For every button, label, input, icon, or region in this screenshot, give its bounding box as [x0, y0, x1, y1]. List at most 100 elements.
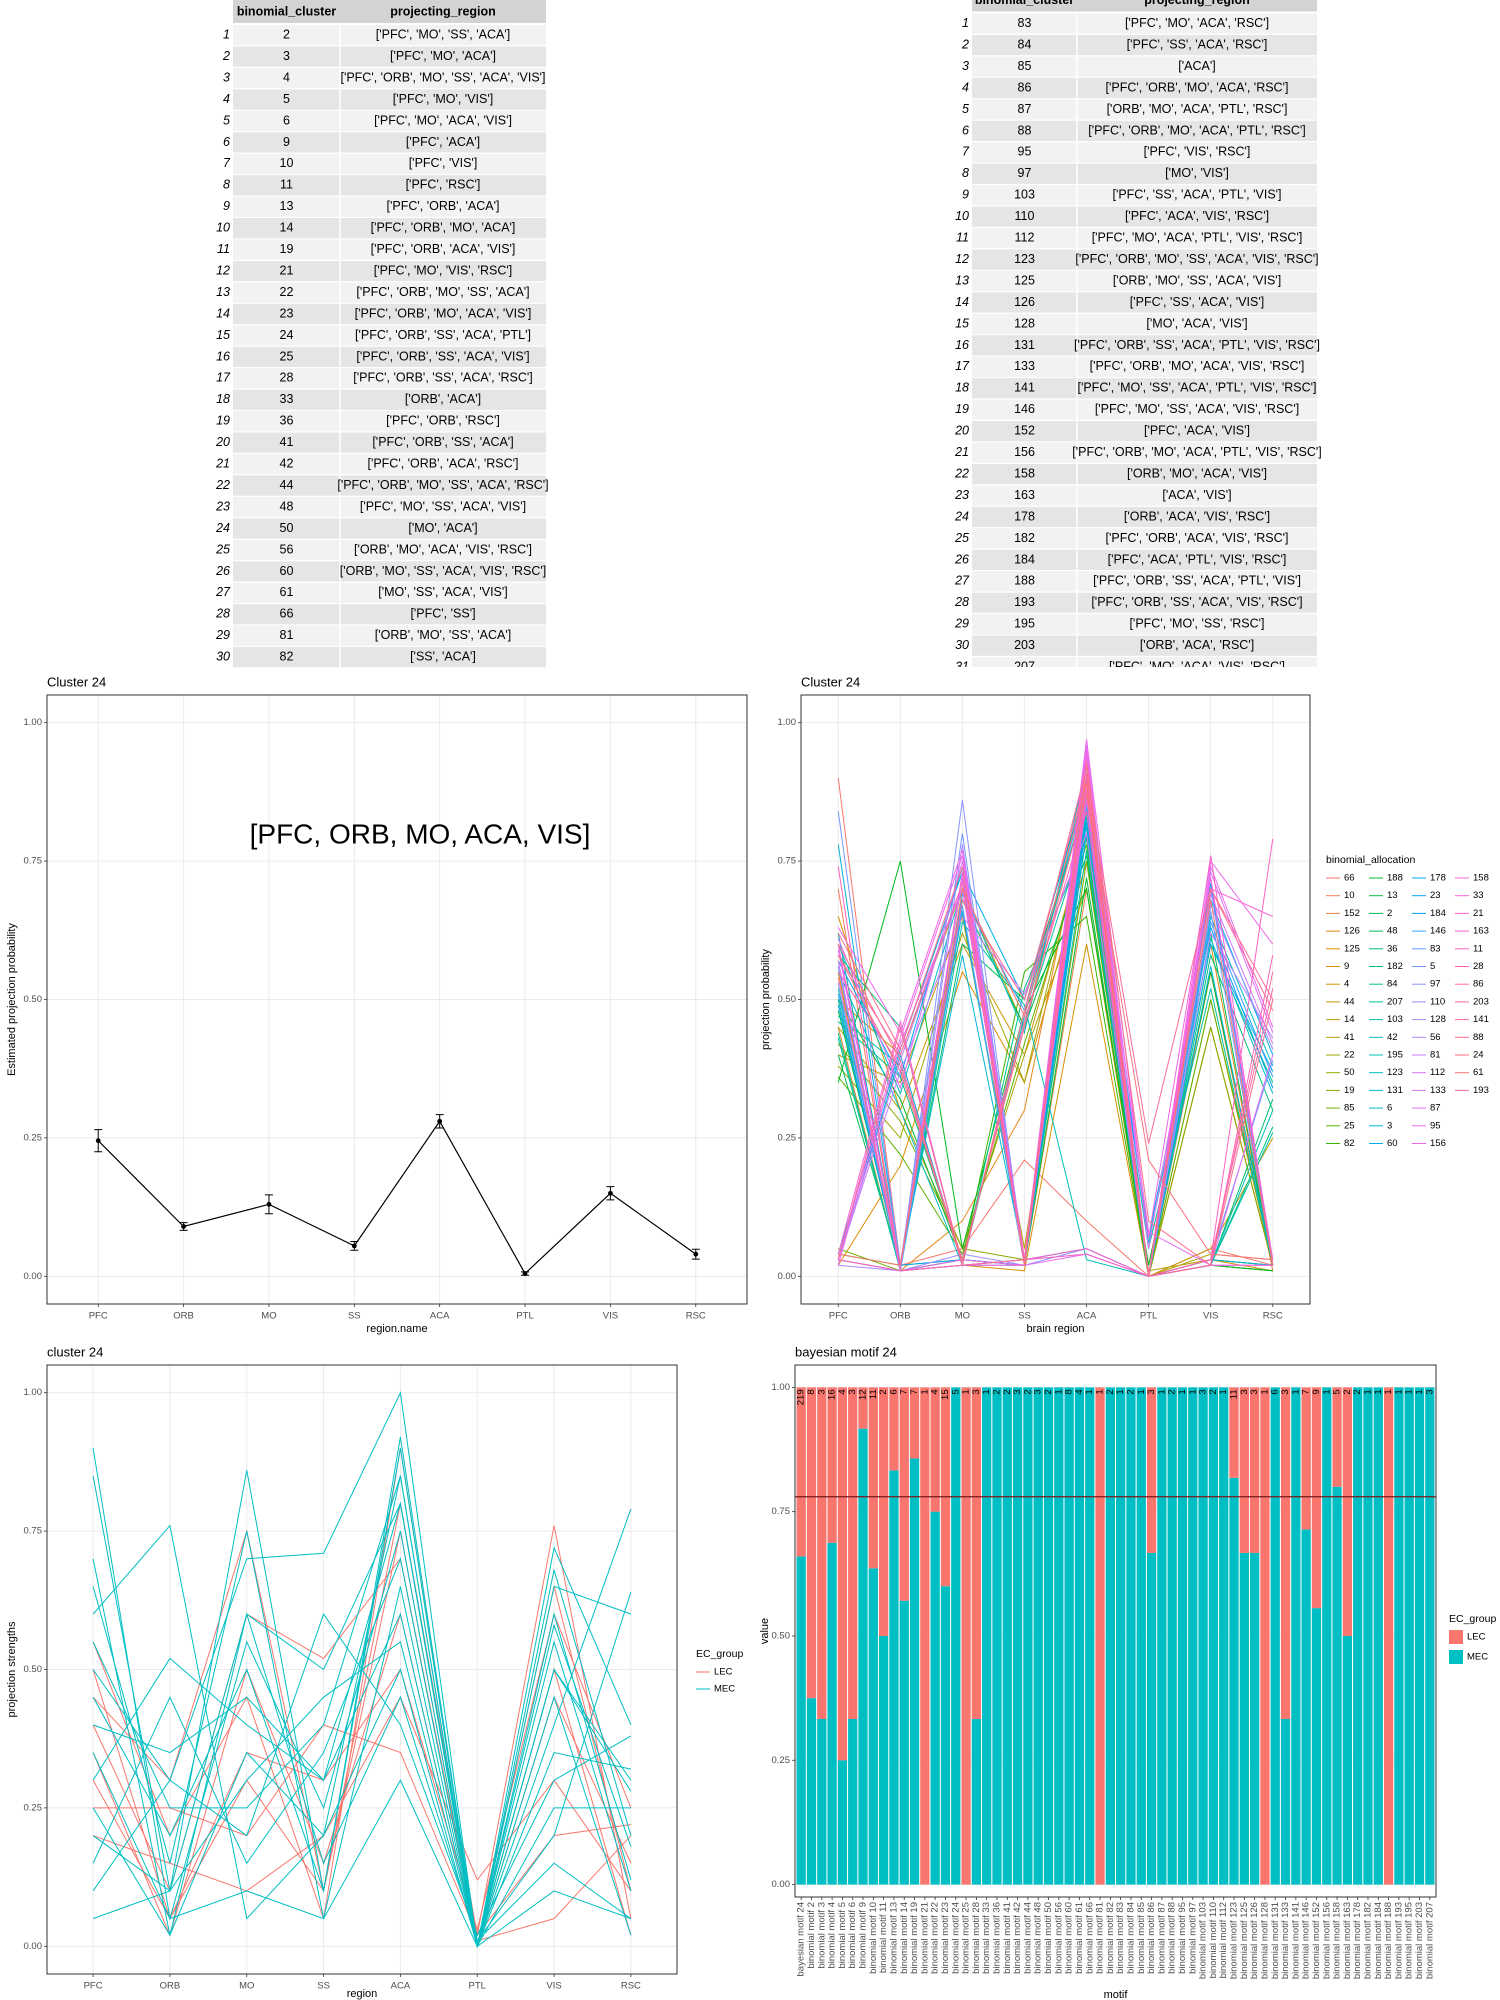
- column-header: binomial_cluster: [975, 0, 1074, 7]
- cell: 33: [280, 392, 294, 406]
- y-tick-label: 0.50: [24, 1664, 43, 1675]
- y-tick-label: 1.00: [772, 1382, 791, 1393]
- x-tick-label: binomial motif 88: [1167, 1902, 1178, 1974]
- x-tick-label: binomial motif 44: [1022, 1902, 1033, 1974]
- bar-segment: [1414, 1387, 1425, 1885]
- cell: 19: [280, 242, 294, 256]
- row-bg: [233, 89, 546, 110]
- cell: 125: [1014, 273, 1035, 287]
- cell: ['PFC', 'SS', 'ACA', 'RSC']: [1127, 37, 1268, 51]
- x-tick-label: binomial motif 41: [1002, 1902, 1013, 1974]
- cell: 66: [280, 607, 294, 621]
- cell: 21: [280, 263, 294, 277]
- cell: ['PFC', 'MO', 'ACA', 'VIS', 'RSC']: [1109, 660, 1285, 674]
- cell: ['ACA']: [1178, 59, 1215, 73]
- row-bg: [233, 496, 546, 518]
- row-index: 31: [955, 660, 969, 674]
- cell: ['PFC', 'SS']: [410, 607, 475, 621]
- row-index: 5: [962, 102, 969, 116]
- bar-segment: [1157, 1387, 1167, 1885]
- row-index: 17: [955, 359, 970, 373]
- legend-label: 195: [1387, 1050, 1403, 1061]
- row-index: 18: [216, 392, 230, 406]
- legend-label: 103: [1387, 1014, 1403, 1025]
- bar-segment: [909, 1458, 920, 1885]
- cell: 146: [1014, 402, 1035, 416]
- bar-segment: [1043, 1387, 1054, 1885]
- cell: ['PFC', 'ORB', 'SS', 'ACA', 'VIS', 'RSC'…: [1091, 595, 1302, 609]
- row-index: 18: [955, 381, 969, 395]
- bar-segment: [1002, 1387, 1012, 1885]
- chart: 0.00 0.25 0.50 0.75 1.00 PFC ORB MO SS ACA PTL VIS R…: [6, 674, 748, 1335]
- x-tick-label: MO: [955, 1311, 970, 1322]
- y-tick-label: 1.00: [24, 717, 43, 728]
- row-bg: [972, 13, 1317, 34]
- x-tick-label: binomial motif 195: [1404, 1902, 1415, 1979]
- row-bg: [233, 303, 546, 325]
- bar-segment: [1425, 1387, 1435, 1885]
- x-tick-label: binomial motif 131: [1270, 1902, 1281, 1979]
- bar-segment: [930, 1387, 940, 1512]
- bar-count-label: 3: [1239, 1389, 1250, 1394]
- x-tick-label: binomial motif 126: [1249, 1902, 1260, 1979]
- y-tick-label: 0.75: [772, 1506, 791, 1517]
- x-tick-label: VIS: [603, 1311, 618, 1322]
- series-line: [92, 1447, 632, 1948]
- bar-segment: [858, 1428, 868, 1885]
- cell: 207: [1014, 660, 1035, 674]
- cell: ['ORB', 'MO', 'SS', 'ACA']: [375, 628, 511, 642]
- cell: 36: [280, 414, 294, 428]
- cell: ['PFC', 'ORB', 'MO', 'ACA', 'VIS']: [355, 306, 532, 320]
- row-index: 16: [955, 338, 969, 352]
- cell: ['ORB', 'ACA', 'RSC']: [1140, 638, 1254, 652]
- row-bg: [972, 77, 1317, 99]
- bar-count-label: 1: [981, 1389, 992, 1394]
- bar-segment: [1291, 1387, 1301, 1885]
- bar-count-label: 5: [1332, 1389, 1343, 1394]
- row-index: 29: [215, 628, 230, 642]
- row-index: 7: [223, 156, 231, 170]
- cell: 156: [1014, 445, 1035, 459]
- x-tick-label: binomial motif 85: [1136, 1902, 1147, 1974]
- x-tick-label: ACA: [1077, 1311, 1097, 1322]
- cell: 60: [280, 564, 294, 578]
- cell: 133: [1014, 359, 1035, 373]
- x-tick-label: binomial motif 24: [950, 1902, 961, 1974]
- cell: 131: [1014, 338, 1035, 352]
- cell: 195: [1014, 617, 1035, 631]
- bar-segment: [982, 1387, 992, 1885]
- cell: 6: [283, 113, 290, 127]
- bar-segment: [1332, 1387, 1342, 1487]
- legend-label: 81: [1430, 1050, 1441, 1061]
- y-tick-label: 0.25: [24, 1802, 43, 1813]
- row-index: 21: [215, 457, 230, 471]
- bar-segment: [1105, 1387, 1115, 1885]
- cell: ['PFC', 'MO', 'VIS']: [393, 92, 493, 106]
- row-bg: [233, 454, 546, 475]
- x-tick-label: binomial motif 21: [919, 1902, 930, 1974]
- panel-border: [46, 1364, 678, 1975]
- cell: ['PFC', 'ORB', 'SS', 'ACA']: [372, 435, 513, 449]
- bar-count-label: 1: [961, 1389, 972, 1394]
- row-index: 30: [955, 638, 969, 652]
- x-tick-label: binomial motif 4: [827, 1902, 838, 1969]
- x-tick-label: binomial motif 81: [1095, 1902, 1106, 1974]
- legend-label: 87: [1430, 1103, 1441, 1114]
- cell: ['PFC', 'VIS']: [409, 156, 478, 170]
- legend-label: 178: [1430, 873, 1446, 884]
- point: [608, 1190, 613, 1196]
- x-tick-label: ACA: [391, 1981, 411, 1992]
- bar-segment: [796, 1556, 806, 1885]
- legend-label: 182: [1387, 961, 1403, 972]
- x-axis-label: region.name: [366, 1323, 427, 1335]
- x-tick-label: binomial motif 25: [961, 1902, 972, 1974]
- chart: 0.00 0.25 0.50 0.75 1.00 PFC ORB MO SS ACA PTL VIS R…: [760, 674, 1489, 1334]
- point: [351, 1243, 357, 1249]
- series-line: [92, 1623, 632, 1949]
- panel-border: [794, 1364, 1437, 1898]
- x-tick-label: PTL: [1140, 1311, 1157, 1322]
- cell: ['PFC', 'ORB', 'ACA', 'VIS']: [371, 242, 516, 256]
- bar-segment: [971, 1719, 982, 1885]
- row-bg: [972, 399, 1317, 420]
- bar-segment: [1023, 1387, 1033, 1885]
